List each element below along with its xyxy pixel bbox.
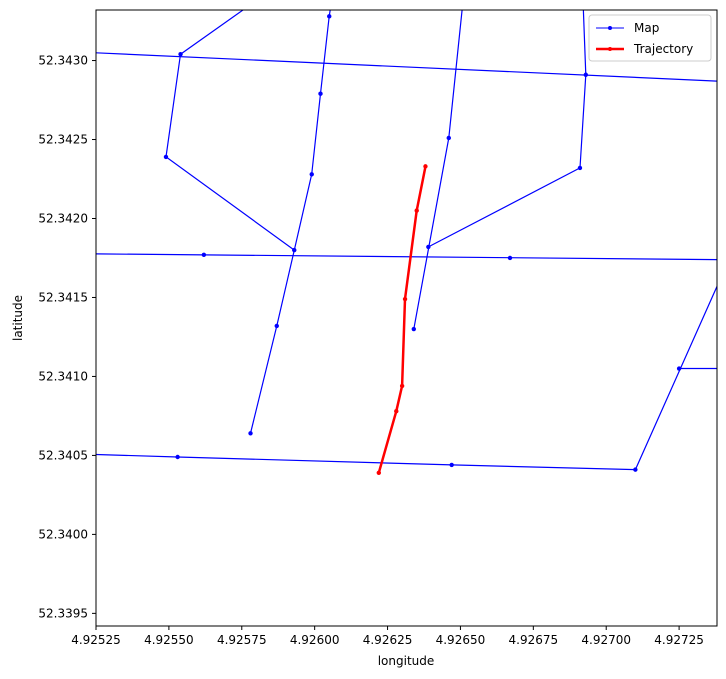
legend-trajectory-marker bbox=[608, 47, 612, 51]
x-tick-label: 4.92600 bbox=[290, 633, 340, 647]
map-node-marker bbox=[178, 52, 183, 57]
map-node-marker bbox=[633, 467, 638, 472]
map-node-marker bbox=[507, 255, 513, 261]
plot-area bbox=[96, 10, 717, 626]
map-node-marker bbox=[327, 14, 332, 19]
trajectory-point bbox=[394, 408, 399, 414]
y-tick-label: 52.3415 bbox=[38, 290, 88, 304]
map-node-marker bbox=[292, 247, 297, 253]
x-tick-label: 4.92550 bbox=[144, 633, 194, 647]
map-node-marker bbox=[446, 135, 451, 141]
map-node-marker bbox=[577, 165, 583, 171]
x-tick-label: 4.92725 bbox=[654, 633, 704, 647]
legend: Map Trajectory bbox=[588, 14, 712, 62]
map-node-marker bbox=[175, 454, 180, 460]
map-road-segment bbox=[428, 10, 587, 248]
y-axis-label: latitude bbox=[11, 295, 25, 341]
x-tick-label: 4.92525 bbox=[71, 633, 121, 647]
map-node-marker bbox=[411, 326, 416, 332]
map-node-marker bbox=[676, 366, 682, 371]
trajectory-series bbox=[376, 164, 428, 475]
legend-trajectory-label: Trajectory bbox=[633, 42, 693, 56]
trajectory-point bbox=[414, 208, 419, 213]
x-tick-label: 4.92700 bbox=[581, 633, 631, 647]
y-tick-label: 52.3400 bbox=[38, 527, 88, 541]
y-tick-label: 52.3405 bbox=[38, 448, 88, 462]
map-node-marker bbox=[583, 72, 589, 77]
legend-map-label: Map bbox=[634, 21, 659, 35]
y-tick-label: 52.3430 bbox=[38, 54, 88, 68]
y-tick-label: 52.3410 bbox=[38, 369, 88, 383]
y-tick-label: 52.3425 bbox=[38, 133, 88, 147]
trajectory-point bbox=[402, 296, 408, 302]
x-tick-label: 4.92675 bbox=[509, 633, 559, 647]
legend-map-marker bbox=[608, 26, 612, 30]
y-tick-label: 52.3420 bbox=[38, 211, 88, 225]
x-axis: 4.92525 4.92550 4.92575 4.92600 4.92625 4.926… bbox=[71, 626, 704, 647]
map-node-marker bbox=[163, 154, 169, 160]
map-node-marker bbox=[309, 172, 314, 177]
x-tick-label: 4.92575 bbox=[217, 633, 267, 647]
trajectory-point bbox=[423, 164, 428, 169]
y-tick-label: 52.3395 bbox=[38, 606, 88, 620]
map-series bbox=[96, 10, 717, 472]
trajectory-line bbox=[377, 166, 427, 474]
map-road-segment bbox=[165, 10, 295, 434]
map-node-marker bbox=[248, 431, 253, 436]
y-axis: 52.3395 52.3400 52.3405 52.3410 52.3415 52.34… bbox=[38, 54, 96, 620]
x-tick-label: 4.92625 bbox=[363, 633, 413, 647]
x-tick-label: 4.92650 bbox=[436, 633, 486, 647]
map-road-segment bbox=[96, 52, 717, 82]
map-road-segment bbox=[96, 253, 717, 261]
trajectory-point bbox=[376, 470, 382, 475]
plot-frame bbox=[95, 9, 718, 627]
map-node-marker bbox=[201, 252, 207, 258]
trajectory-point bbox=[399, 383, 405, 389]
x-axis-label: longitude bbox=[378, 654, 435, 668]
map-node-marker bbox=[426, 244, 431, 250]
map-node-marker bbox=[449, 462, 454, 468]
map-node-marker bbox=[318, 91, 323, 96]
map-node-marker bbox=[274, 323, 279, 329]
